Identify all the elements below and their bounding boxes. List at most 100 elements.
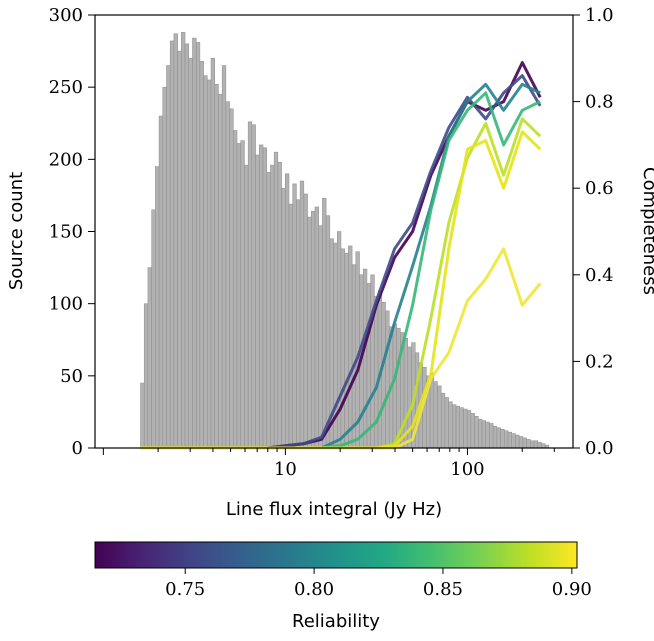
histogram-bar (511, 433, 516, 449)
histogram-bar (281, 187, 286, 449)
histogram-bar (370, 274, 375, 449)
histogram-bar (474, 415, 479, 449)
colorbar-tick-label: 0.85 (423, 579, 463, 600)
colorbar-tick-label: 0.90 (552, 579, 592, 600)
y2-axis-label: Completeness (639, 167, 654, 295)
histogram-bar (247, 121, 253, 449)
histogram-bar (262, 147, 267, 449)
histogram-bar (344, 252, 349, 449)
histogram-bar (481, 420, 486, 449)
histogram-bar (485, 421, 490, 449)
histogram-bar (292, 183, 297, 449)
histogram-bar (318, 225, 323, 449)
histogram-bar (288, 203, 293, 449)
histogram-bar (437, 385, 442, 449)
histogram-bar (530, 440, 535, 449)
histogram-bar (303, 193, 308, 449)
histogram-bar (496, 427, 501, 449)
histogram-bar (366, 283, 371, 449)
histogram-bar (162, 86, 167, 449)
x-axis-label: Line flux integral (Jy Hz) (226, 499, 442, 520)
x-tick-label: 100 (450, 459, 484, 480)
histogram-bar (541, 443, 546, 449)
histogram-bar (296, 199, 301, 449)
histogram-bar (184, 43, 190, 449)
y2-tick-label: 0.0 (585, 438, 614, 459)
histogram-bar (444, 397, 449, 449)
colorbar-axis: 0.75 0.80 0.85 0.90 (165, 568, 592, 600)
histogram-bar (459, 407, 464, 449)
histogram-bar (463, 408, 468, 449)
histogram-bar (203, 75, 208, 449)
histogram-bar (518, 436, 524, 449)
colorbar-label: Reliability (292, 611, 380, 632)
histogram-bar (236, 143, 241, 449)
histogram-bar (533, 440, 538, 449)
y2-tick-label: 0.2 (585, 351, 614, 372)
histogram-bar (259, 144, 264, 449)
histogram-bar (255, 154, 260, 449)
histogram-bar (266, 172, 271, 449)
histogram-bar (229, 108, 234, 449)
histogram-bar (526, 439, 531, 449)
histogram-bar (478, 418, 483, 449)
histogram-bar (244, 164, 249, 449)
histogram-bar (199, 60, 204, 449)
histogram-bar (537, 441, 542, 449)
histogram-bar (522, 437, 527, 449)
histogram-bar (195, 42, 201, 449)
histogram-bar (173, 33, 178, 449)
histogram-bar (166, 65, 171, 449)
y-tick-label: 300 (49, 5, 83, 26)
histogram-bar (351, 264, 357, 449)
histogram-bar (273, 151, 279, 449)
histogram-bar (507, 431, 512, 449)
histogram-bar (299, 180, 305, 449)
histogram-bar (140, 382, 145, 449)
y-tick-label: 50 (60, 366, 83, 387)
histogram-bar (470, 413, 475, 449)
y2-tick-label: 0.4 (585, 265, 614, 286)
histogram-bar (277, 161, 282, 449)
y2-axis: 0.0 0.2 0.4 0.6 0.8 1.0 (573, 5, 614, 459)
histogram-bar (311, 211, 316, 449)
colorbar (94, 541, 578, 569)
histogram-bar (362, 268, 368, 449)
y-tick-label: 250 (49, 77, 83, 98)
histogram-bar (452, 404, 457, 449)
histogram-bars (140, 32, 550, 449)
histogram-bar (448, 401, 453, 449)
histogram-bar (188, 58, 193, 449)
histogram-bar (314, 206, 319, 449)
histogram-bar (433, 381, 438, 449)
histogram-bar (210, 58, 215, 449)
histogram-bar (270, 164, 275, 449)
histogram-bar (489, 423, 494, 449)
y-tick-label: 150 (49, 222, 83, 243)
x-tick-label: 10 (274, 459, 297, 480)
colorbar-tick-label: 0.80 (294, 579, 334, 600)
y-tick-label: 0 (72, 438, 83, 459)
histogram-bar (207, 79, 212, 449)
histogram-bar (147, 267, 152, 449)
histogram-bar (214, 84, 219, 449)
y-tick-label: 100 (49, 294, 83, 315)
histogram-bar (155, 166, 160, 449)
histogram-bar (285, 173, 290, 449)
histogram-bar (151, 209, 156, 449)
histogram-bar (322, 198, 327, 449)
histogram-bar (392, 323, 397, 449)
histogram-bar (233, 130, 238, 449)
colorbar-tick-label: 0.75 (165, 579, 205, 600)
y2-tick-label: 0.8 (585, 92, 614, 113)
histogram-bar (169, 40, 175, 449)
histogram-bar (385, 310, 390, 449)
histogram-bar (500, 428, 505, 449)
y2-tick-label: 0.6 (585, 178, 614, 199)
histogram-bar (143, 303, 149, 449)
histogram-bar (218, 94, 223, 449)
histogram-bar (381, 301, 386, 449)
histogram-bar (192, 37, 197, 449)
histogram-bar (325, 215, 331, 449)
